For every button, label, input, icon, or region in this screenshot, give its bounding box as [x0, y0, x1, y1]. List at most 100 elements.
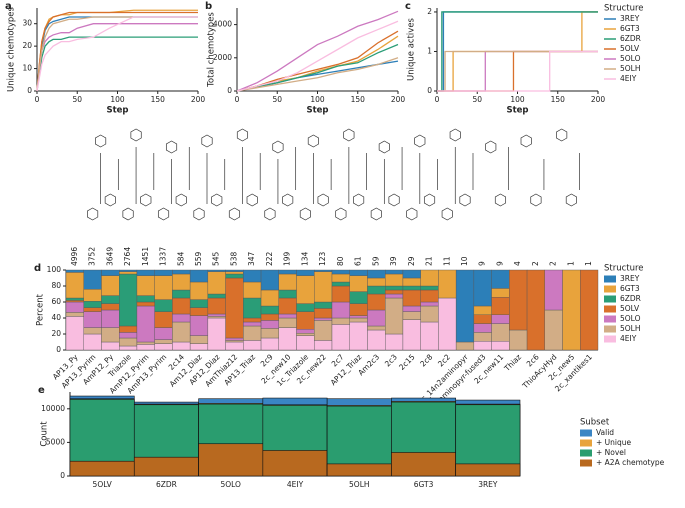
bar-segment — [509, 269, 528, 331]
panel-label: d — [34, 263, 41, 274]
bar-segment — [154, 339, 173, 344]
bar-segment — [349, 275, 368, 292]
molecule — [317, 193, 329, 207]
bar-segment — [189, 269, 209, 283]
bar-segment — [367, 277, 386, 287]
count-label: 347 — [247, 251, 256, 266]
series-line — [236, 20, 399, 92]
bar-segment — [314, 320, 333, 341]
bar-segment — [65, 301, 84, 313]
bar-segment — [136, 341, 155, 345]
legend-label: 5OLH — [620, 64, 641, 73]
legend-label: 6GT3 — [620, 284, 640, 293]
bar-segment — [172, 321, 191, 343]
bar-segment — [402, 305, 421, 312]
bar-segment — [438, 297, 457, 351]
bar — [198, 443, 264, 477]
molecule — [370, 207, 382, 221]
bar-segment — [402, 319, 421, 351]
x-tick-label: 150 — [351, 95, 366, 104]
bar-segment — [65, 312, 84, 317]
bar — [133, 456, 199, 477]
bar-segment — [83, 301, 102, 308]
count-label: 538 — [229, 251, 238, 266]
bar-segment — [278, 289, 297, 299]
panel-label: b — [205, 1, 212, 12]
series-line — [236, 10, 399, 92]
bar-segment — [491, 297, 510, 316]
bar-segment — [349, 269, 368, 276]
x-tick-label: 6ZDR — [156, 480, 177, 489]
y-tick-label: 0 — [60, 471, 65, 480]
bar-segment — [331, 317, 350, 325]
bar-segment — [402, 277, 421, 287]
bar-segment — [189, 343, 209, 351]
x-tick-label: Thiaz — [502, 352, 523, 373]
molecule — [299, 207, 311, 221]
count-label: 123 — [318, 251, 327, 266]
bar-segment — [136, 301, 155, 307]
bar-segment — [349, 315, 368, 319]
count-label: 1451 — [141, 247, 150, 266]
bar-segment — [172, 341, 191, 351]
count-label: 21 — [425, 256, 434, 266]
count-label: 1 — [584, 261, 593, 266]
bar-segment — [420, 269, 439, 287]
bar-segment — [83, 269, 102, 290]
bar-segment — [65, 269, 84, 273]
molecule — [449, 128, 461, 142]
bar-segment — [296, 333, 315, 336]
bar-segment — [260, 328, 280, 339]
count-label: 4996 — [70, 247, 79, 266]
bar-segment — [118, 337, 138, 347]
legend-label: 5OLV — [620, 44, 640, 53]
count-label: 199 — [283, 251, 292, 266]
bar-segment — [402, 289, 421, 307]
y-axis-label: Unique actives — [407, 17, 417, 81]
count-label: 4 — [513, 261, 522, 266]
count-label: 9 — [495, 261, 504, 266]
bar-segment — [118, 325, 138, 333]
count-label: 61 — [354, 256, 363, 266]
legend-swatch — [604, 305, 616, 313]
count-label: 3752 — [88, 247, 97, 266]
bar-segment — [65, 316, 84, 351]
series-line — [236, 57, 399, 92]
bar-segment — [296, 303, 315, 312]
molecule — [378, 140, 390, 154]
bar-segment — [189, 307, 209, 316]
x-axis-label: Step — [106, 106, 128, 116]
bar-segment — [349, 321, 368, 351]
bar-segment — [225, 277, 244, 339]
molecule — [353, 193, 365, 207]
y-axis-label: Percent — [36, 293, 46, 326]
bar-segment — [189, 281, 209, 300]
molecule — [485, 140, 497, 154]
bar-segment — [278, 297, 297, 315]
bar-segment — [65, 297, 84, 301]
count-label: 11 — [442, 256, 451, 266]
count-label: 134 — [300, 251, 309, 266]
bar-segment — [296, 275, 315, 304]
x-tick-label: 3REY — [478, 480, 498, 489]
legend-swatch — [580, 439, 592, 447]
molecule — [95, 134, 107, 148]
bar-segment — [172, 269, 191, 275]
legend-swatch — [604, 275, 616, 283]
x-tick-label: 0 — [435, 95, 440, 104]
bar-segment — [83, 327, 102, 335]
bar-segment — [385, 273, 404, 287]
y-tick-label: 0 — [27, 86, 32, 95]
bar-segment — [420, 289, 439, 303]
bar-segment — [314, 308, 333, 319]
legend-label: 5OLO — [620, 314, 641, 323]
bar-segment — [225, 269, 244, 272]
legend-label: 6ZDR — [620, 294, 641, 303]
series-line — [236, 43, 399, 92]
molecule — [423, 193, 436, 207]
bar-segment — [207, 293, 226, 299]
molecule — [193, 207, 205, 221]
series-line — [36, 11, 198, 92]
count-label: 584 — [176, 251, 185, 266]
legend-label: 6GT3 — [620, 24, 640, 33]
